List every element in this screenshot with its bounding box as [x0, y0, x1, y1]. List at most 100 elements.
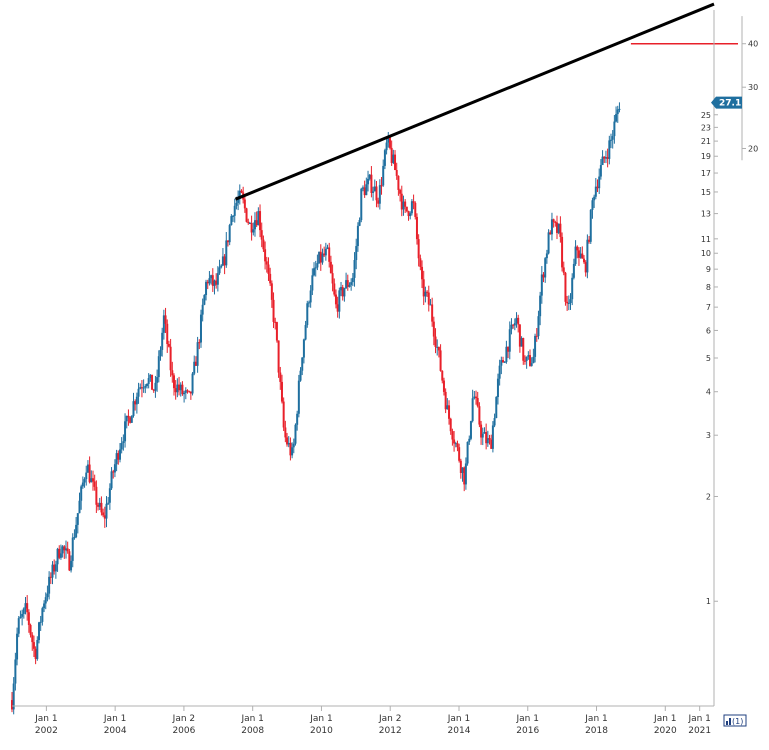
candle-body: [44, 597, 47, 604]
candle-body: [358, 220, 361, 226]
candle-body: [535, 335, 538, 337]
candle-body: [372, 191, 375, 193]
candle-body: [108, 488, 111, 503]
candle-body: [556, 222, 559, 233]
candle-body: [172, 375, 175, 389]
candle-body: [385, 142, 388, 151]
candle-body: [409, 213, 412, 217]
candle-body: [549, 232, 552, 235]
candle-body: [270, 283, 273, 300]
candle-body: [306, 303, 309, 326]
candle-body: [382, 165, 385, 186]
candle-body: [221, 256, 224, 266]
candle-body: [59, 553, 62, 558]
candle-body: [142, 387, 145, 389]
candle-body: [616, 109, 619, 115]
candle-body: [547, 232, 550, 254]
candle-body: [279, 372, 282, 382]
y-tick-label: 4: [706, 388, 711, 397]
x-tick-label-top: Jan 1: [584, 714, 607, 724]
candle-body: [238, 190, 241, 199]
candle-body: [262, 239, 265, 250]
candle-body: [164, 315, 167, 324]
candle-body: [365, 184, 368, 196]
candle-body: [186, 390, 189, 392]
candle-body: [19, 616, 22, 619]
candle-body: [176, 384, 179, 393]
candle-body: [581, 253, 584, 259]
candle-body: [611, 136, 614, 140]
candle-body: [449, 418, 452, 432]
candle-body: [292, 443, 295, 448]
candle-body: [518, 324, 521, 347]
candle-body: [309, 290, 312, 303]
candle-body: [291, 447, 294, 456]
candle-body: [522, 338, 525, 361]
candle-body: [336, 304, 339, 312]
candle-body: [70, 560, 73, 571]
candle-body: [80, 486, 83, 501]
x-tick-label-year: 2020: [654, 726, 677, 736]
candle-body: [210, 275, 213, 279]
bar-chart-icon: [726, 718, 731, 725]
candle-body: [586, 239, 589, 273]
candle-body: [301, 357, 304, 371]
candle-body: [274, 321, 277, 323]
candle-body: [496, 378, 499, 398]
candle-body: [491, 425, 494, 449]
x-tick-label-year: 2002: [35, 726, 58, 736]
candle-body: [397, 175, 400, 190]
candle-body: [41, 608, 44, 622]
candle-body: [225, 240, 228, 266]
candle-body: [388, 135, 391, 148]
candle-body: [432, 321, 435, 337]
candle-body: [240, 190, 243, 193]
candle-body: [213, 280, 216, 286]
candle-body: [390, 147, 393, 163]
candle-body: [356, 225, 359, 247]
candle-body: [429, 304, 432, 306]
candle-body: [412, 201, 415, 203]
x-tick-label-year: 2006: [172, 726, 195, 736]
right-tick-label: 20: [748, 144, 758, 153]
candle-body: [76, 513, 79, 525]
y-tick-label: 19: [701, 152, 711, 161]
candle-body: [304, 325, 307, 340]
candle-body: [162, 315, 165, 333]
candle-body: [502, 360, 505, 363]
candle-body: [97, 504, 100, 507]
candle-body: [481, 433, 484, 438]
candle-body: [367, 178, 370, 185]
candle-body: [485, 432, 488, 444]
candle-body: [324, 248, 327, 256]
candle-body: [85, 472, 88, 480]
candle-body: [37, 622, 40, 641]
trendline[interactable]: [234, 2, 715, 201]
y-tick-label: 11: [701, 235, 711, 244]
y-tick-label: 17: [701, 169, 711, 178]
candle-body: [459, 460, 462, 473]
x-tick-label-top: Jan 1: [103, 714, 126, 724]
candle-body: [471, 398, 474, 422]
candle-body: [527, 355, 530, 357]
candle-body: [64, 548, 67, 551]
candle-body: [296, 413, 299, 425]
candle-body: [265, 261, 268, 265]
x-tick-label-year: 2016: [516, 726, 539, 736]
candle-body: [542, 274, 545, 278]
series-legend-button[interactable]: (1): [723, 714, 747, 727]
candle-body: [117, 453, 120, 460]
candle-body: [603, 156, 606, 159]
candle-body: [220, 265, 223, 268]
y-tick-label: 13: [701, 210, 711, 219]
candle-body: [129, 417, 132, 423]
candle-body: [230, 216, 233, 226]
candle-body: [252, 229, 255, 233]
y-tick-label: 7: [706, 303, 711, 312]
candle-body: [260, 230, 263, 240]
candle-body: [488, 438, 491, 440]
candle-body: [206, 281, 209, 284]
candle-body: [576, 246, 579, 251]
candle-body: [613, 121, 616, 137]
candle-body: [156, 377, 159, 383]
